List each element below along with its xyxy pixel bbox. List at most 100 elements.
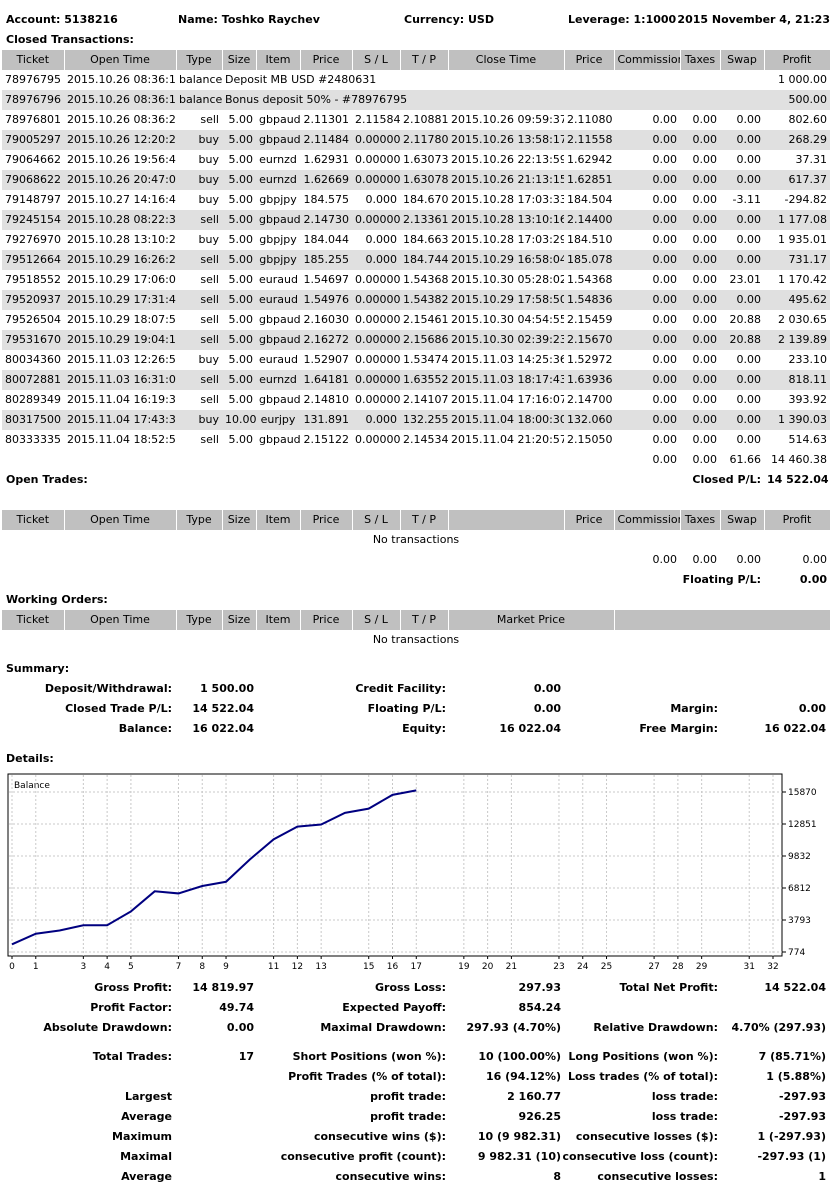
trade-row: 79148797 2015.10.27 14:16:44 buy 5.00 gbpjpy… <box>2 190 830 210</box>
closed-total-taxes: 0.00 <box>692 453 718 466</box>
trade-cell: 0.00 <box>692 433 718 446</box>
trade-cell: 2015.10.30 02:39:23 <box>448 330 564 350</box>
chart-xtick-label: 28 <box>672 962 684 972</box>
expected-payoff-label: Expected Payoff: <box>342 1001 446 1014</box>
balance-value: 16 022.04 <box>192 722 254 735</box>
trade-cell: 0.00 <box>692 313 718 326</box>
trade-cell: 1.63936 <box>564 370 614 390</box>
trade-cell: 2015.11.04 17:16:07 <box>451 393 564 406</box>
trade-cell: sell <box>176 330 222 350</box>
trade-cell: 0.00 <box>614 250 680 270</box>
floating-pl-label: Floating P/L: <box>682 573 761 586</box>
trade-cell: 0.00 <box>692 233 718 246</box>
trade-cell: sell <box>176 250 222 270</box>
trade-cell: 5.00 <box>222 330 256 350</box>
account-currency: Currency: USD <box>404 13 494 26</box>
trade-cell: 0.000 <box>365 233 398 246</box>
trade-cell: 1.54368 <box>403 273 448 286</box>
trade-cell: 2.11780 <box>400 130 448 150</box>
maximum-label: Maximum <box>112 1130 172 1143</box>
trade-cell: 5.00 <box>228 153 254 166</box>
trade-cell: 0.00 <box>680 330 720 350</box>
trade-cell: sell <box>200 273 219 286</box>
closed-col-header: Commission <box>614 50 681 70</box>
trade-cell: 0.00 <box>614 370 680 390</box>
margin-label: Margin: <box>670 702 718 715</box>
working-col-header: Ticket <box>2 610 65 630</box>
trade-cell: 0.00 <box>680 170 720 190</box>
trade-cell: 184.504 <box>567 193 613 206</box>
trade-cell: 23.01 <box>729 273 762 286</box>
trade-cell: buy <box>198 233 219 246</box>
trade-cell: 0.00 <box>614 170 680 190</box>
trade-cell: 0.00 <box>692 113 718 126</box>
trade-cell: 2.15686 <box>400 330 448 350</box>
trade-cell: 2.15461 <box>403 313 448 326</box>
net-profit-value: 14 522.04 <box>764 981 826 994</box>
trade-cell: 0.000 <box>365 193 398 206</box>
closed-pl-label: Closed Trade P/L: <box>65 702 172 715</box>
working-empty-row: No transactions <box>2 630 830 650</box>
trade-cell: 0.00 <box>680 370 720 390</box>
open-col-header: Open Time <box>64 510 177 530</box>
closed-total-commission: 0.00 <box>652 453 678 466</box>
working-col-header <box>614 610 831 630</box>
trade-cell: 2015.10.26 09:59:37 <box>451 113 564 126</box>
trade-cell: 0.00000 <box>352 130 400 150</box>
trade-cell: 5.00 <box>222 130 256 150</box>
trade-cell: 0.00 <box>720 290 764 310</box>
credit-value: 0.00 <box>533 682 561 695</box>
trade-cell: 731.17 <box>764 250 830 270</box>
trade-cell: gbpaud <box>256 330 300 350</box>
open-col-header: Ticket <box>2 510 65 530</box>
trade-cell: 184.575 <box>303 193 350 206</box>
trade-cell: 0.00 <box>736 153 762 166</box>
gross-profit-label: Gross Profit: <box>94 981 172 994</box>
chart-xtick-label: 9 <box>223 962 229 972</box>
trade-cell: 0.00 <box>652 113 678 126</box>
trade-row: 80034360 2015.11.03 12:26:59 buy 5.00 euraud… <box>2 350 830 370</box>
expected-payoff-value: 854.24 <box>518 1001 561 1014</box>
balance-row: 78976796 2015.10.26 08:36:15 balance Bonus … <box>2 90 830 110</box>
profit-trades-value: 16 (94.12%) <box>485 1070 561 1083</box>
trade-cell: 818.11 <box>764 370 830 390</box>
largest-label: Largest <box>125 1090 172 1103</box>
floating-label: Floating P/L: <box>367 702 446 715</box>
open-col-header: Type <box>176 510 223 530</box>
trade-cell: 0.00000 <box>355 153 400 166</box>
trade-cell: 0.00000 <box>355 313 400 326</box>
largest-profit-label: profit trade: <box>370 1090 446 1103</box>
closed-total-swap: 61.66 <box>729 453 762 466</box>
closed-totals-row: 0.00 0.00 61.66 14 460.38 <box>2 450 830 470</box>
short-positions-label: Short Positions (won %): <box>292 1050 446 1063</box>
trade-cell: sell <box>200 393 219 406</box>
trade-cell: 0.00 <box>692 353 718 366</box>
chart-xtick-label: 31 <box>743 962 754 972</box>
ticket-cell: 78976796 <box>2 90 64 110</box>
trade-cell: sell <box>176 370 222 390</box>
chart-xtick-label: 12 <box>292 962 303 972</box>
trade-cell: 0.00 <box>652 273 678 286</box>
chart-xtick-label: 23 <box>553 962 564 972</box>
chart-xtick-label: 5 <box>128 962 134 972</box>
trade-cell: 0.00 <box>652 353 678 366</box>
open-col-header: Swap <box>720 510 765 530</box>
trade-cell: 2015.10.29 17:31:40 <box>64 290 176 310</box>
trade-cell: 80072881 <box>2 370 64 390</box>
trade-cell: 2015.10.29 17:06:03 <box>67 273 176 286</box>
trade-cell: 0.000 <box>352 250 400 270</box>
maximal-drawdown-value: 297.93 (4.70%) <box>466 1021 562 1034</box>
trade-row: 79512664 2015.10.29 16:26:22 sell 5.00 gbpjp… <box>2 250 830 270</box>
trade-cell: 2.11484 <box>300 130 352 150</box>
trade-cell: 1 935.01 <box>778 233 827 246</box>
trade-cell: 132.255 <box>400 410 448 430</box>
trade-cell: 2015.11.04 18:00:30 <box>448 410 564 430</box>
trade-row: 79518552 2015.10.29 17:06:03 sell 5.00 eurau… <box>2 270 830 290</box>
working-col-header: Size <box>222 610 257 630</box>
trade-cell: gbpaud <box>259 313 300 326</box>
absolute-drawdown-value: 0.00 <box>226 1021 254 1034</box>
trade-cell: gbpaud <box>256 210 300 230</box>
trade-cell: gbpaud <box>259 393 300 406</box>
